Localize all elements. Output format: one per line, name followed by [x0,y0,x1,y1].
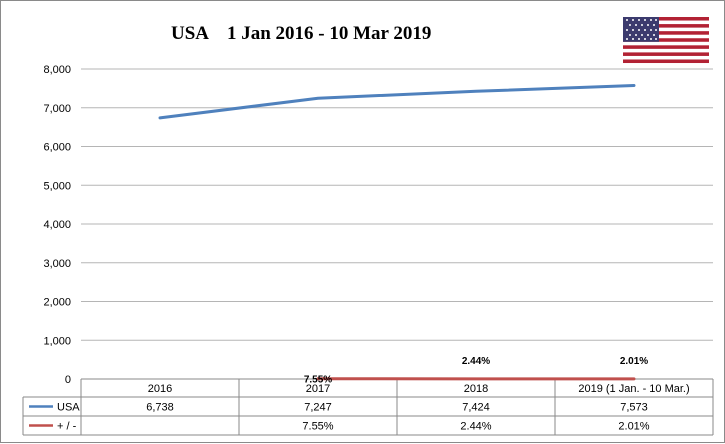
y-tick-label: 7,000 [43,103,71,115]
y-tick-label: 6,000 [43,142,71,154]
table-cell: 7,573 [620,402,648,414]
data-label: 2.44% [462,356,490,367]
data-labels: 7.55% 2.44% 2.01% [304,356,648,386]
chart-title: USA 1 Jan 2016 - 10 Mar 2019 [171,23,431,44]
y-tick-label: 3,000 [43,258,71,270]
data-label: 7.55% [304,375,332,386]
table-cell: 7.55% [302,421,333,433]
legend-series-name: + / - [57,421,77,433]
y-tick-label: 1,000 [43,335,71,347]
series-lines [160,86,634,379]
table-cell: 2.01% [618,421,649,433]
y-tick-label: 5,000 [43,180,71,192]
x-category-label: 2018 [464,383,488,395]
y-tick-label: 2,000 [43,297,71,309]
legend-series-name: USA [57,402,80,414]
x-category-label: 2019 (1 Jan. - 10 Mar.) [578,383,689,395]
gridlines [81,69,713,340]
y-tick-label: 4,000 [43,219,71,231]
y-tick-label: 0 [65,374,71,386]
x-category-label: 2016 [148,383,172,395]
usa-flag-icon [623,17,709,63]
y-tick-label: 8,000 [43,64,71,76]
table-cell: 2.44% [460,421,491,433]
table-cell: 7,247 [304,402,332,414]
usa-series-line [160,86,634,118]
table-cell: 6,738 [146,402,174,414]
table-cell: 7,424 [462,402,490,414]
data-label: 2.01% [620,356,648,367]
y-axis-ticks: 0 1,000 2,000 3,000 4,000 5,000 6,000 7,000 8,00… [43,64,71,386]
